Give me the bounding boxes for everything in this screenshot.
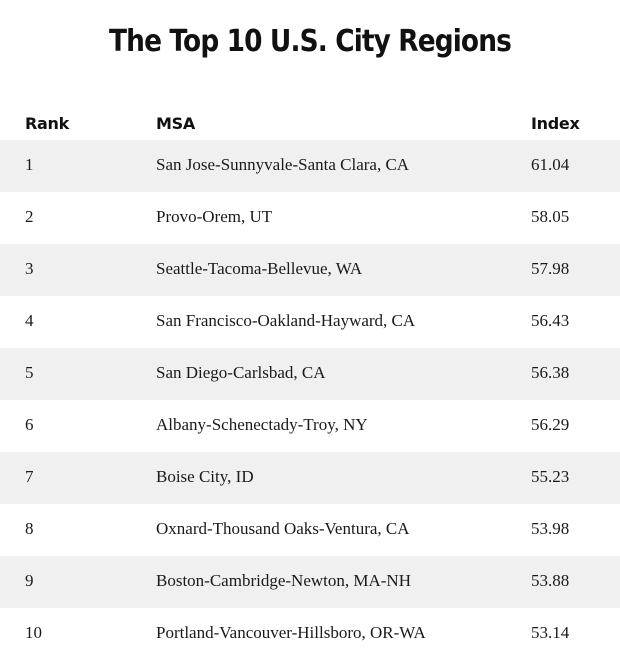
page-title: The Top 10 U.S. City Regions (109, 24, 512, 59)
index-cell: 53.14 (531, 623, 570, 642)
msa-cell: San Francisco-Oakland-Hayward, CA (156, 311, 416, 330)
table-row: 1 San Jose-Sunnyvale-Santa Clara, CA 61.… (0, 140, 620, 192)
table-header: Rank MSA Index (0, 108, 620, 140)
rank-cell: 9 (25, 571, 34, 590)
msa-cell: Albany-Schenectady-Troy, NY (156, 415, 368, 434)
column-header-index: Index (531, 114, 580, 133)
table-row: 4 San Francisco-Oakland-Hayward, CA 56.4… (0, 296, 620, 348)
table-row: 6 Albany-Schenectady-Troy, NY 56.29 (0, 400, 620, 452)
msa-cell: San Diego-Carlsbad, CA (156, 363, 326, 382)
rank-cell: 7 (25, 467, 34, 486)
table-row: 9 Boston-Cambridge-Newton, MA-NH 53.88 (0, 556, 620, 608)
rank-cell: 10 (25, 623, 42, 642)
table-row: 10 Portland-Vancouver-Hillsboro, OR-WA 5… (0, 608, 620, 660)
table-row: 2 Provo-Orem, UT 58.05 (0, 192, 620, 244)
table-body: 1 San Jose-Sunnyvale-Santa Clara, CA 61.… (0, 140, 620, 660)
index-cell: 53.88 (531, 571, 570, 590)
msa-cell: Portland-Vancouver-Hillsboro, OR-WA (156, 623, 426, 642)
index-cell: 56.38 (531, 363, 570, 382)
msa-cell: Boise City, ID (156, 467, 254, 486)
table-row: 5 San Diego-Carlsbad, CA 56.38 (0, 348, 620, 400)
msa-cell: San Jose-Sunnyvale-Santa Clara, CA (156, 155, 410, 174)
msa-cell: Seattle-Tacoma-Bellevue, WA (156, 259, 363, 278)
column-header-msa: MSA (156, 114, 195, 133)
msa-cell: Boston-Cambridge-Newton, MA-NH (156, 571, 411, 590)
table-row: 8 Oxnard-Thousand Oaks-Ventura, CA 53.98 (0, 504, 620, 556)
rank-cell: 5 (25, 363, 34, 382)
rank-cell: 3 (25, 259, 34, 278)
column-header-rank: Rank (25, 114, 69, 133)
rank-cell: 4 (25, 311, 34, 330)
table-row: 3 Seattle-Tacoma-Bellevue, WA 57.98 (0, 244, 620, 296)
index-cell: 56.43 (531, 311, 570, 330)
rank-cell: 1 (25, 155, 34, 174)
index-cell: 58.05 (531, 207, 570, 226)
msa-cell: Oxnard-Thousand Oaks-Ventura, CA (156, 519, 410, 538)
index-cell: 57.98 (531, 259, 570, 278)
index-cell: 56.29 (531, 415, 570, 434)
rank-cell: 8 (25, 519, 34, 538)
index-cell: 55.23 (531, 467, 570, 486)
index-cell: 61.04 (531, 155, 570, 174)
rank-cell: 2 (25, 207, 34, 226)
table-row: 7 Boise City, ID 55.23 (0, 452, 620, 504)
rank-cell: 6 (25, 415, 34, 434)
msa-cell: Provo-Orem, UT (156, 207, 273, 226)
index-cell: 53.98 (531, 519, 570, 538)
